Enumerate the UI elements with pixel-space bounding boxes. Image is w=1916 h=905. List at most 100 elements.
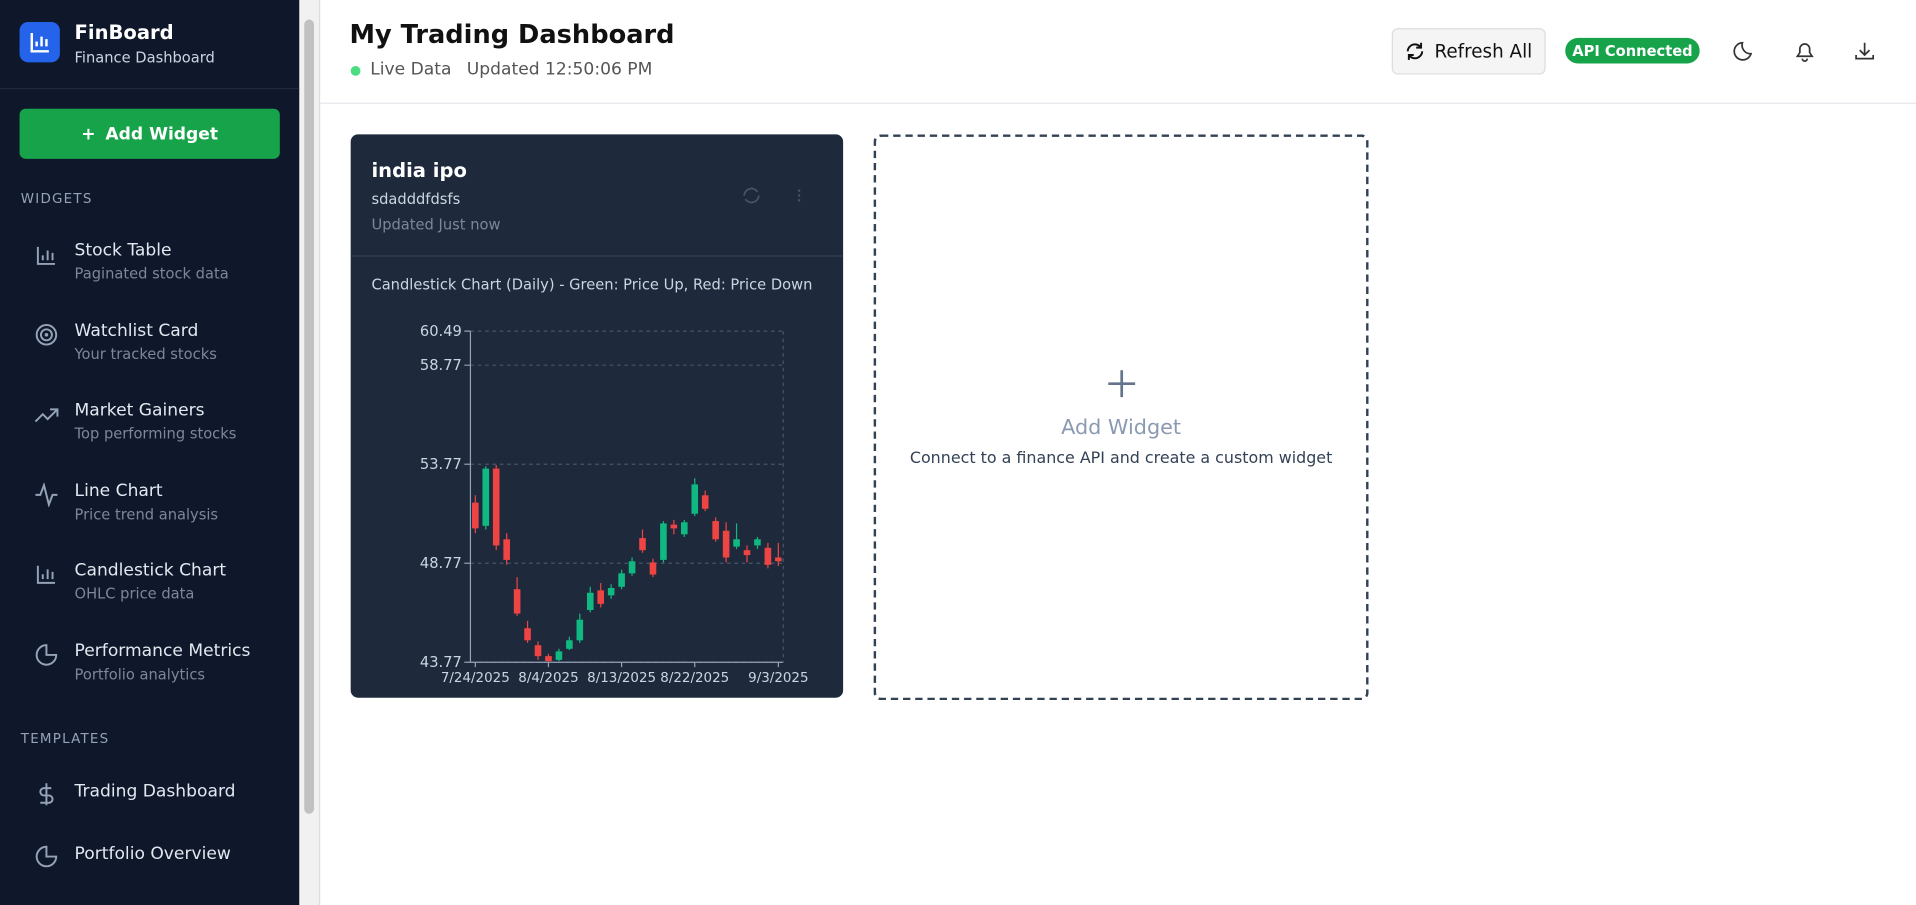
icon [36, 246, 55, 265]
page-title: My Trading Dashboard [349, 19, 675, 49]
item-subtitle: Top performing stocks [74, 425, 237, 443]
add-widget-button[interactable]: + Add Widget [19, 108, 280, 159]
candle-body [754, 539, 761, 546]
theme-toggle[interactable] [1733, 39, 1757, 63]
button-label: Add Widget [105, 124, 219, 144]
item-subtitle: Portfolio analytics [74, 665, 206, 684]
x-tick-label: 8/22/2025 [660, 671, 729, 686]
candle-body [566, 640, 573, 649]
scrollbar[interactable] [299, 0, 321, 905]
widget-list[interactable]: Stock Table Paginated stock data Watchli… [0, 232, 299, 709]
item-title: Market Gainers [74, 400, 205, 421]
candle-body [733, 539, 740, 547]
icon [35, 482, 58, 508]
candle-body [503, 539, 510, 560]
divider [0, 87, 300, 90]
item-subtitle: Paginated stock data [74, 265, 229, 283]
candle-body [555, 651, 563, 660]
candle-body [722, 530, 730, 558]
candle-body [482, 468, 490, 526]
logo [19, 21, 60, 63]
sidebar: FinBoard Finance Dashboard + Add Widget W… [0, 0, 300, 905]
item-title: Watchlist Card [74, 321, 199, 341]
item-title: Performance Metrics [74, 641, 251, 662]
icon [39, 783, 54, 806]
widget-menu[interactable] [793, 186, 805, 206]
y-tick-label: 58.77 [420, 357, 462, 374]
notifications[interactable] [1793, 39, 1817, 63]
add-widget-placeholder[interactable]: Add Widget Connect to a finance API and … [873, 134, 1369, 701]
icon [34, 408, 59, 423]
candle-body [534, 645, 542, 657]
button-label: Refresh All [1434, 40, 1533, 63]
download[interactable] [1852, 39, 1876, 63]
item-subtitle: OHLC price data [74, 585, 195, 603]
candle-body [607, 588, 615, 596]
candle-body [472, 502, 479, 529]
icon [36, 565, 55, 584]
divider [350, 255, 844, 257]
candle-body [649, 562, 657, 575]
updated-time: Updated 12:50:06 PM [466, 59, 653, 80]
widget-refresh[interactable] [742, 186, 762, 206]
header [320, 0, 1916, 104]
item-title: Line Chart [74, 481, 163, 501]
placeholder-description: Connect to a finance API and create a cu… [909, 449, 1333, 468]
item-title: Candlestick Chart [74, 560, 227, 581]
widget-title: india ipo [371, 158, 467, 183]
logo-icon [30, 32, 49, 53]
widget-card: india ipo sdadddfdsfs Updated Just now C… [350, 134, 844, 698]
candle-body [639, 538, 646, 551]
tagline: Finance Dashboard [74, 48, 215, 66]
icon [35, 324, 58, 346]
item-title: Stock Table [74, 240, 172, 261]
section-heading: TEMPLATES [20, 730, 110, 747]
template-item[interactable]: Portfolio Overview [74, 844, 231, 864]
candle-body [775, 557, 782, 562]
candle-body [576, 619, 584, 641]
widget-updated: Updated Just now [371, 216, 501, 234]
x-tick-label: 8/13/2025 [587, 671, 656, 686]
candle-body [701, 495, 709, 509]
candle-body [764, 547, 772, 565]
item-subtitle: Your tracked stocks [74, 345, 217, 363]
brand: FinBoard [74, 20, 174, 44]
candle-body [660, 523, 667, 560]
x-tick-label: 7/24/2025 [441, 671, 510, 686]
candle-body [712, 521, 719, 540]
candle-body [586, 592, 594, 610]
candle-body [492, 468, 500, 546]
candle-body [513, 589, 521, 614]
placeholder-title: Add Widget [1061, 415, 1182, 440]
live-status: Live Data [370, 59, 452, 80]
plus-icon [1108, 370, 1136, 398]
api-status: API Connected [1565, 37, 1700, 64]
refresh-icon [1406, 42, 1424, 60]
chart-title: Candlestick Chart (Daily) - Green: Price… [371, 276, 813, 294]
candle-body [618, 573, 625, 587]
candle-body [681, 522, 688, 535]
x-tick-label: 8/4/2025 [518, 671, 578, 686]
candle-body [743, 550, 751, 556]
x-tick-label: 9/3/2025 [748, 671, 808, 686]
candle-body [524, 628, 531, 641]
y-tick-label: 43.77 [420, 654, 462, 671]
candle-body [670, 524, 678, 529]
candle-body [691, 484, 699, 514]
template-item[interactable]: Trading Dashboard [74, 782, 236, 802]
y-tick-label: 53.77 [420, 456, 462, 473]
candle-body [628, 561, 636, 574]
widget-description: sdadddfdsfs [371, 190, 461, 208]
icon [35, 845, 58, 868]
refresh-button[interactable]: Refresh All [1391, 28, 1546, 75]
icon [35, 644, 58, 666]
candlestick-chart: 43.77 48.77 53.77 58.77 60.49 7/24/2025 8/4/20… [420, 323, 809, 686]
y-tick-label: 48.77 [420, 555, 462, 572]
live-dot [350, 65, 361, 76]
candle-body [545, 656, 552, 662]
section-heading: WIDGETS [20, 190, 93, 207]
scroll-thumb[interactable] [304, 19, 315, 814]
y-tick-label: 60.49 [420, 323, 462, 340]
